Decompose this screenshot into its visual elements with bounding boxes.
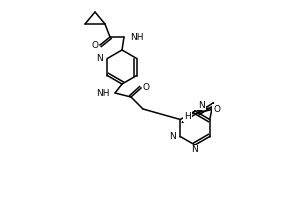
Text: O: O: [213, 105, 220, 114]
Text: N: N: [192, 146, 198, 154]
Text: H: H: [184, 112, 191, 121]
Text: O: O: [142, 82, 149, 92]
Text: N: N: [198, 100, 205, 110]
Text: O: O: [92, 42, 98, 50]
Text: NH: NH: [130, 32, 143, 42]
Text: N: N: [97, 54, 103, 63]
Text: N: N: [169, 132, 176, 141]
Text: NH: NH: [97, 88, 110, 98]
